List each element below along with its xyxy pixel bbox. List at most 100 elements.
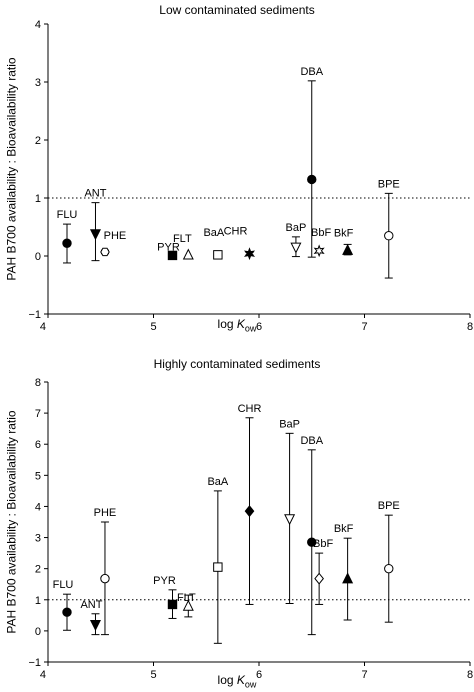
marker-flu (62, 607, 72, 617)
x-tick-label: 5 (150, 669, 156, 681)
marker-ant (89, 619, 101, 631)
marker-flt (182, 599, 194, 611)
y-tick-label: 6 (35, 439, 41, 451)
data-point-chr: CHR (224, 226, 256, 261)
data-point-pyr: PYR (153, 575, 178, 619)
data-point-ant: ANT (80, 599, 103, 636)
y-tick-label: 5 (35, 470, 41, 482)
x-tick-label: 6 (256, 321, 262, 333)
data-point-phe: PHE (94, 507, 117, 636)
x-tick-label: 8 (467, 321, 473, 333)
data-point-bbf: BbF (311, 227, 331, 258)
data-point-flt: FLT (177, 592, 196, 618)
marker-baa (213, 562, 223, 572)
y-tick-label: 2 (35, 135, 41, 147)
point-label-bpe: BPE (378, 500, 400, 512)
x-axis-label-text: log (217, 673, 237, 687)
data-point-flu: FLU (53, 579, 74, 631)
y-tick-label: 3 (35, 77, 41, 89)
data-point-bbf: BbF (313, 538, 333, 605)
point-label-bap: BaP (286, 222, 307, 234)
y-tick-label: 0 (35, 626, 41, 638)
chart-title-high: Highly contaminated sediments (153, 357, 321, 371)
marker-baa (213, 250, 223, 260)
marker-bap (284, 514, 296, 526)
marker-flt (182, 248, 194, 260)
point-label-bkf: BkF (334, 227, 354, 239)
data-point-bkf: BkF (334, 523, 354, 621)
x-tick-label: 7 (361, 669, 367, 681)
x-tick-label: 6 (256, 669, 262, 681)
y-tick-label: −1 (28, 657, 41, 669)
y-tick-label: −1 (28, 309, 41, 321)
x-tick-label: 4 (40, 669, 46, 681)
data-point-flt: FLT (173, 233, 194, 260)
marker-pyr (167, 250, 178, 261)
point-label-baa: BaA (207, 476, 228, 488)
point-label-bap: BaP (279, 418, 300, 430)
marker-chr (244, 505, 255, 518)
data-point-baa: BaA (207, 476, 229, 644)
x-tick-label: 7 (361, 321, 367, 333)
point-label-bbf: BbF (311, 227, 331, 239)
data-point-baa: BaA (203, 227, 225, 260)
y-tick-label: 1 (35, 193, 41, 205)
x-axis-label-k: K (236, 317, 245, 331)
point-label-dba: DBA (300, 435, 323, 447)
marker-chr (243, 247, 256, 261)
point-label-baa: BaA (203, 227, 224, 239)
marker-bkf (342, 243, 354, 255)
data-point-bkf: BkF (334, 227, 354, 256)
data-point-flu: FLU (57, 209, 78, 264)
marker-bkf (342, 572, 354, 584)
data-point-ant: ANT (84, 188, 107, 262)
marker-pyr (167, 599, 178, 610)
point-label-bbf: BbF (313, 538, 333, 550)
data-point-dba: DBA (300, 66, 324, 258)
marker-bpe (384, 231, 394, 241)
x-tick-label: 5 (150, 321, 156, 333)
x-axis-label-sub: ow (244, 679, 257, 690)
marker-bbf (313, 244, 325, 258)
x-tick-label: 4 (40, 321, 46, 333)
y-tick-label: 3 (35, 533, 41, 545)
chart-title-low: Low contaminated sediments (159, 3, 315, 17)
y-tick-label: 8 (35, 377, 41, 389)
x-axis-label-text: log (217, 317, 237, 331)
y-tick-label: 0 (35, 251, 41, 263)
y-tick-label: 4 (35, 19, 41, 31)
x-axis-label-low: log Kow (0, 317, 474, 333)
marker-ant (89, 229, 101, 241)
point-label-phe: PHE (94, 507, 117, 519)
y-tick-label: 7 (35, 408, 41, 420)
marker-bbf (314, 572, 324, 585)
data-point-bpe: BPE (378, 500, 400, 623)
point-label-dba: DBA (300, 66, 323, 78)
marker-flu (62, 238, 72, 248)
marker-dba (307, 537, 317, 547)
point-label-flt: FLT (177, 592, 196, 604)
data-point-dba: DBA (300, 435, 324, 636)
point-label-pyr: PYR (157, 241, 180, 253)
data-point-bap: BaP (279, 418, 300, 605)
y-tick-label: 4 (35, 501, 41, 513)
point-label-pyr: PYR (153, 575, 176, 587)
point-label-flu: FLU (53, 579, 74, 591)
data-point-pyr: PYR (157, 241, 180, 261)
marker-phe (100, 573, 110, 584)
marker-phe (100, 247, 110, 257)
x-axis-label-k: K (236, 673, 245, 687)
y-tick-label: 1 (35, 595, 41, 607)
data-point-bap: BaP (286, 222, 307, 258)
x-axis-label-sub: ow (244, 323, 257, 334)
data-point-bpe: BPE (378, 178, 400, 279)
data-point-phe: PHE (100, 230, 127, 257)
point-label-phe: PHE (104, 230, 127, 242)
point-label-chr: CHR (224, 226, 248, 238)
point-label-flu: FLU (57, 209, 78, 221)
point-label-ant: ANT (84, 188, 106, 200)
data-point-chr: CHR (238, 403, 261, 605)
marker-bpe (384, 563, 394, 574)
